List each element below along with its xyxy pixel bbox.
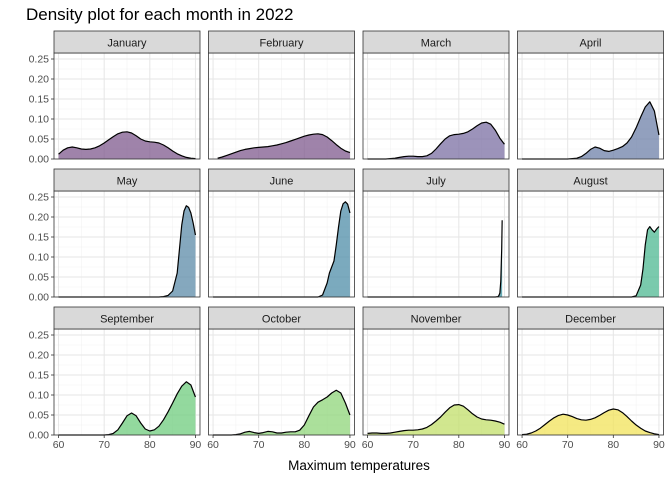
x-tick-label: 70 xyxy=(407,439,419,451)
density-line-december xyxy=(522,408,660,436)
strip-background xyxy=(53,168,201,192)
x-tick-label: 70 xyxy=(562,439,574,451)
strip-background xyxy=(362,306,510,330)
y-tick-label: 0.25 xyxy=(29,192,50,204)
y-tick-label: 0.10 xyxy=(29,252,50,264)
y-tick-label: 0.05 xyxy=(29,272,50,284)
strip-background xyxy=(517,168,664,192)
x-tick-label: 80 xyxy=(607,439,619,451)
density-line-april xyxy=(522,101,660,160)
facet-may: May 0.00 0.05 0.10 0.15 0.20 0.25 xyxy=(29,168,201,304)
density-area-december xyxy=(522,409,659,435)
facet-june: June xyxy=(208,168,355,298)
x-axis-title: Maximum temperatures xyxy=(288,458,430,473)
strip-label-november: November xyxy=(411,314,462,326)
facet-march: March xyxy=(362,30,510,160)
density-area-october xyxy=(213,390,350,435)
strip-background xyxy=(53,30,201,54)
strip-label-august: August xyxy=(573,176,607,188)
strip-background xyxy=(362,30,510,54)
strip-background xyxy=(53,306,201,330)
strip-background xyxy=(208,168,355,192)
density-line-november xyxy=(367,404,505,434)
x-tick-label: 80 xyxy=(453,439,465,451)
density-area-may xyxy=(58,205,196,297)
strip-background xyxy=(517,306,664,330)
density-line-february xyxy=(217,133,351,159)
y-tick-label: 0.20 xyxy=(29,350,50,362)
strip-label-april: April xyxy=(579,38,601,50)
strip-background xyxy=(208,30,355,54)
y-tick-label: 0.15 xyxy=(29,232,50,244)
y-tick-label: 0.25 xyxy=(29,330,50,342)
x-tick-label: 90 xyxy=(344,439,356,451)
strip-label-september: September xyxy=(100,314,154,326)
facet-january: January 0.00 0.05 0.10 0.15 0.20 0.25 xyxy=(29,30,201,166)
strip-background xyxy=(362,168,510,192)
facet-february: February xyxy=(208,30,355,160)
y-tick-label: 0.10 xyxy=(29,390,50,402)
facet-april: April xyxy=(517,30,664,160)
density-area-february xyxy=(217,133,350,159)
y-tick-label: 0.00 xyxy=(29,430,50,442)
strip-label-march: March xyxy=(421,38,452,50)
x-tick-label: 90 xyxy=(653,439,665,451)
density-line-january xyxy=(58,131,196,160)
x-tick-label: 70 xyxy=(98,439,110,451)
x-tick-label: 80 xyxy=(144,439,156,451)
x-tick-label: 80 xyxy=(298,439,310,451)
facet-panels: January 0.00 0.05 0.10 0.15 0.20 0.25 February M… xyxy=(29,30,665,451)
y-tick-label: 0.00 xyxy=(29,154,50,166)
density-area-june xyxy=(213,201,350,297)
y-tick-label: 0.15 xyxy=(29,370,50,382)
density-line-march xyxy=(367,121,505,160)
density-area-january xyxy=(58,131,196,159)
strip-label-july: July xyxy=(426,176,446,188)
strip-background xyxy=(517,30,664,54)
chart-title: Density plot for each month in 2022 xyxy=(26,5,293,24)
y-tick-label: 0.15 xyxy=(29,94,50,106)
y-tick-label: 0.05 xyxy=(29,134,50,146)
y-tick-label: 0.20 xyxy=(29,74,50,86)
density-line-october xyxy=(213,389,351,436)
density-line-september xyxy=(58,381,197,436)
facet-september: September 0.00 0.05 0.10 0.15 0.20 0.25 60 70 80 9… xyxy=(29,306,202,451)
x-tick-label: 60 xyxy=(516,439,528,451)
facet-july: July xyxy=(362,168,510,298)
y-tick-label: 0.25 xyxy=(29,54,50,66)
x-tick-label: 60 xyxy=(362,439,374,451)
strip-label-may: May xyxy=(117,176,138,188)
y-tick-label: 0.10 xyxy=(29,114,50,126)
strip-label-february: February xyxy=(259,38,304,50)
density-area-march xyxy=(367,122,505,159)
facet-november: November 60 70 80 90 xyxy=(362,306,511,451)
y-tick-label: 0.20 xyxy=(29,212,50,224)
y-tick-label: 0.05 xyxy=(29,410,50,422)
strip-label-june: June xyxy=(270,176,294,188)
strip-label-december: December xyxy=(565,314,616,326)
strip-label-october: October xyxy=(262,314,301,326)
x-tick-label: 90 xyxy=(499,439,511,451)
facet-december: December 60 70 80 90 xyxy=(516,306,665,451)
density-area-august xyxy=(522,226,659,297)
strip-label-january: January xyxy=(107,38,147,50)
x-tick-label: 60 xyxy=(53,439,65,451)
x-tick-label: 90 xyxy=(190,439,202,451)
y-tick-label: 0.00 xyxy=(29,292,50,304)
x-tick-label: 60 xyxy=(207,439,219,451)
strip-background xyxy=(208,306,355,330)
facet-august: August xyxy=(517,168,664,298)
x-tick-label: 70 xyxy=(253,439,265,451)
facet-october: October 60 70 80 90 xyxy=(207,306,356,451)
